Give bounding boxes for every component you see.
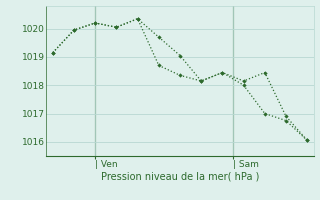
X-axis label: Pression niveau de la mer( hPa ): Pression niveau de la mer( hPa ) (101, 172, 259, 182)
